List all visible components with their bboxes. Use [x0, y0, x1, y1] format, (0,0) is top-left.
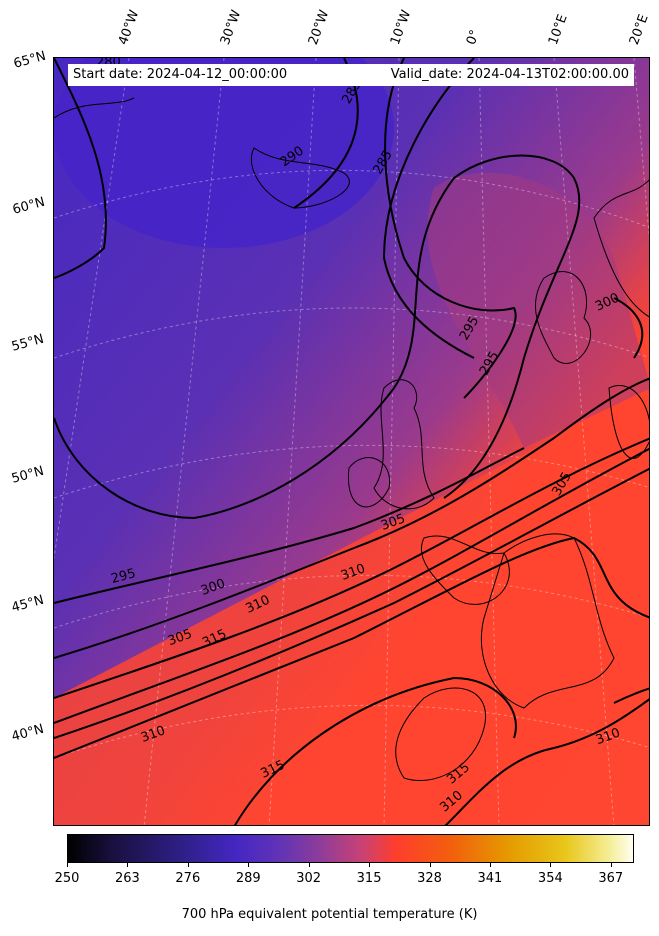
- date-info-box: Start date: 2024-04-12_00:00:00 Valid_da…: [68, 64, 634, 86]
- colorbar-tick-label: 341: [477, 871, 503, 886]
- lat-label-55n: 55°N: [10, 331, 46, 355]
- map-panel: 280 285 290 285 300 295 295 305 310 295 …: [53, 57, 650, 826]
- colorbar-tick-mark: [127, 863, 129, 867]
- colorbar-tick-label: 276: [175, 871, 201, 886]
- lon-label-10e: 10°E: [545, 12, 571, 48]
- lon-label-40w: 40°W: [115, 8, 143, 47]
- colorbar: [67, 834, 634, 863]
- lon-label-20w: 20°W: [305, 8, 333, 47]
- colorbar-tick-mark: [187, 863, 189, 867]
- coastlines: [54, 97, 649, 782]
- colorbar-tick-mark: [429, 863, 431, 867]
- contour-lines: [54, 58, 649, 825]
- lat-label-45n: 45°N: [10, 592, 46, 616]
- lon-label-30w: 30°W: [217, 8, 245, 47]
- colorbar-tick-mark: [308, 863, 310, 867]
- cold-air-mass: [54, 58, 394, 248]
- colorbar-tick-label: 354: [537, 871, 563, 886]
- warm-tongue: [427, 172, 649, 448]
- lat-label-50n: 50°N: [10, 463, 46, 487]
- colorbar-tick-mark: [248, 863, 250, 867]
- lat-label-60n: 60°N: [11, 194, 47, 218]
- colorbar-tick-label: 367: [598, 871, 624, 886]
- graticule: [54, 58, 649, 825]
- colorbar-tick-mark: [610, 863, 612, 867]
- lat-label-40n: 40°N: [10, 721, 46, 745]
- lon-label-10w: 10°W: [387, 8, 415, 47]
- colorbar-tick-label: 289: [235, 871, 261, 886]
- warm-air-mass: [54, 389, 649, 825]
- lon-label-0: 0°: [463, 27, 484, 47]
- lon-label-20e: 20°E: [626, 12, 652, 48]
- colorbar-tick-label: 328: [417, 871, 442, 886]
- valid-date-text: Valid_date: 2024-04-13T02:00:00.00: [390, 67, 629, 82]
- map-canvas: 280 285 290 285 300 295 295 305 310 295 …: [54, 58, 649, 825]
- colorbar-tick-label: 315: [356, 871, 382, 886]
- lat-label-65n: 65°N: [12, 48, 48, 72]
- colorbar-tick-mark: [369, 863, 371, 867]
- start-date-text: Start date: 2024-04-12_00:00:00: [73, 67, 288, 82]
- colorbar-tick-mark: [67, 863, 68, 867]
- contour-label: 295: [110, 566, 138, 587]
- colorbar-title: 700 hPa equivalent potential temperature…: [181, 907, 478, 922]
- colorbar-tick-mark: [489, 863, 491, 867]
- colorbar-tick-label: 302: [296, 871, 322, 886]
- colorbar-tick-label: 263: [114, 871, 140, 886]
- colorbar-tick-label: 250: [54, 871, 80, 886]
- colorbar-tick-mark: [550, 863, 552, 867]
